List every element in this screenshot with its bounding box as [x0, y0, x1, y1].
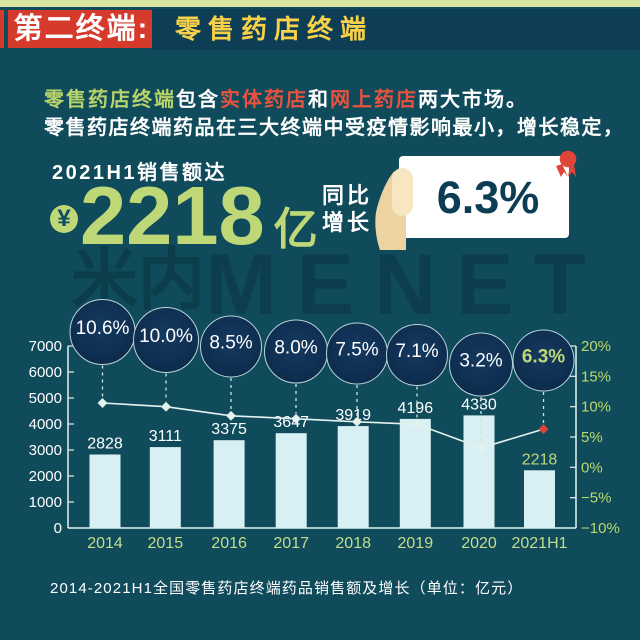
svg-text:−10%: −10%: [581, 520, 620, 537]
svg-text:2016: 2016: [211, 535, 247, 552]
svg-text:7.5%: 7.5%: [335, 340, 378, 361]
svg-text:2019: 2019: [398, 535, 434, 552]
svg-text:3647: 3647: [273, 414, 309, 431]
svg-text:2021H1: 2021H1: [511, 535, 567, 552]
svg-text:7000: 7000: [29, 338, 62, 355]
svg-text:0%: 0%: [581, 459, 603, 476]
svg-text:6.3%: 6.3%: [522, 347, 565, 368]
svg-text:3.2%: 3.2%: [459, 351, 502, 372]
svg-text:10.0%: 10.0%: [139, 326, 193, 347]
svg-text:2018: 2018: [335, 535, 371, 552]
svg-text:1000: 1000: [29, 494, 62, 511]
svg-text:0: 0: [54, 520, 62, 537]
svg-text:6000: 6000: [29, 364, 62, 381]
svg-text:3000: 3000: [29, 442, 62, 459]
svg-text:2015: 2015: [148, 535, 184, 552]
svg-text:−5%: −5%: [581, 490, 611, 507]
svg-text:20%: 20%: [581, 338, 611, 355]
svg-text:2828: 2828: [87, 436, 123, 453]
svg-text:2014: 2014: [87, 535, 123, 552]
svg-text:7.1%: 7.1%: [395, 341, 438, 362]
svg-text:2000: 2000: [29, 468, 62, 485]
svg-text:3111: 3111: [149, 428, 182, 445]
svg-text:15%: 15%: [581, 368, 611, 385]
svg-text:4000: 4000: [29, 416, 62, 433]
svg-text:10.6%: 10.6%: [76, 318, 130, 339]
svg-text:10%: 10%: [581, 399, 611, 416]
svg-text:2020: 2020: [461, 535, 497, 552]
svg-text:2017: 2017: [273, 535, 309, 552]
svg-text:3919: 3919: [335, 407, 371, 424]
svg-text:4196: 4196: [398, 400, 434, 417]
svg-text:5000: 5000: [29, 390, 62, 407]
svg-text:8.5%: 8.5%: [209, 333, 252, 354]
svg-text:5%: 5%: [581, 429, 603, 446]
svg-text:3375: 3375: [211, 421, 247, 438]
svg-text:2218: 2218: [522, 451, 558, 468]
svg-text:4330: 4330: [461, 396, 497, 413]
svg-text:8.0%: 8.0%: [274, 338, 317, 359]
